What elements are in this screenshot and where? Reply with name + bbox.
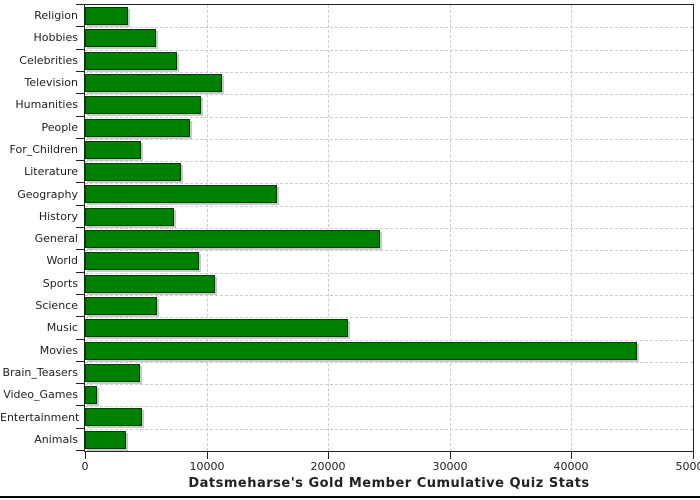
bar-animals xyxy=(85,431,126,449)
y-axis-label: For_Children xyxy=(9,143,78,156)
bar-history xyxy=(85,208,174,226)
y-axis-tick xyxy=(76,160,85,161)
y-axis-tick xyxy=(76,49,85,50)
y-axis-label: Brain_Teasers xyxy=(2,366,78,379)
y-axis-label: Animals xyxy=(34,433,78,446)
y-axis-tick xyxy=(76,71,85,72)
chart-title: Datsmeharse's Gold Member Cumulative Qui… xyxy=(188,476,590,491)
bar-science xyxy=(85,297,157,315)
bar-television xyxy=(85,74,222,92)
y-axis-label: Religion xyxy=(34,9,78,22)
horizontal-gridline xyxy=(85,72,693,73)
x-axis-tick xyxy=(571,452,572,459)
horizontal-gridline xyxy=(85,340,693,341)
horizontal-gridline xyxy=(85,406,693,407)
horizontal-gridline xyxy=(85,94,693,95)
horizontal-gridline xyxy=(85,228,693,229)
bar-religion xyxy=(85,7,128,25)
y-axis-label: World xyxy=(46,254,78,267)
horizontal-gridline xyxy=(85,295,693,296)
y-axis-tick xyxy=(76,182,85,183)
x-axis-tick-label: 50000 xyxy=(675,460,700,473)
x-axis-tick-label: 40000 xyxy=(553,460,589,473)
horizontal-gridline xyxy=(85,362,693,363)
y-axis-tick xyxy=(76,272,85,273)
x-axis-tick-label: 30000 xyxy=(432,460,468,473)
bar-celebrities xyxy=(85,52,177,70)
horizontal-gridline xyxy=(85,429,693,430)
x-axis-tick-label: 10000 xyxy=(189,460,225,473)
horizontal-gridline xyxy=(85,161,693,162)
x-axis-tick-label: 0 xyxy=(81,460,89,473)
y-axis-label: Celebrities xyxy=(19,54,78,67)
bar-people xyxy=(85,119,190,137)
bar-general xyxy=(85,230,380,248)
y-axis-tick xyxy=(76,361,85,362)
y-axis-label: History xyxy=(38,210,78,223)
x-axis-tick xyxy=(328,452,329,459)
x-axis-tick xyxy=(85,452,86,459)
y-axis-tick xyxy=(76,405,85,406)
bar-hobbies xyxy=(85,29,156,47)
x-axis-tick-label: 20000 xyxy=(310,460,346,473)
bar-sports xyxy=(85,275,215,293)
y-axis-tick xyxy=(76,205,85,206)
bar-humanities xyxy=(85,96,201,114)
horizontal-gridline xyxy=(85,384,693,385)
y-axis-label: Literature xyxy=(24,165,78,178)
y-axis-label: Sports xyxy=(42,277,78,290)
plot-inner xyxy=(85,5,693,451)
horizontal-gridline xyxy=(85,50,693,51)
y-axis-label: Music xyxy=(46,321,78,334)
bottom-border-line xyxy=(0,496,700,498)
bar-movies xyxy=(85,342,637,360)
y-axis-label: Entertainment xyxy=(0,411,80,424)
bar-literature xyxy=(85,163,181,181)
y-axis-tick xyxy=(76,383,85,384)
y-axis-tick xyxy=(76,450,85,451)
y-axis-label: Video_Games xyxy=(3,388,78,401)
y-axis-tick xyxy=(76,316,85,317)
bar-world xyxy=(85,252,199,270)
y-axis-label: People xyxy=(41,121,78,134)
y-axis-label: Hobbies xyxy=(33,31,78,44)
horizontal-gridline xyxy=(85,250,693,251)
y-axis-label: Science xyxy=(35,299,78,312)
x-axis-tick xyxy=(207,452,208,459)
bar-video_games xyxy=(85,386,97,404)
y-axis-tick xyxy=(76,227,85,228)
y-axis-tick xyxy=(76,249,85,250)
bar-geography xyxy=(85,185,277,203)
y-axis-tick xyxy=(76,116,85,117)
y-axis-tick xyxy=(76,26,85,27)
horizontal-gridline xyxy=(85,27,693,28)
bar-brain_teasers xyxy=(85,364,140,382)
y-axis-label: Humanities xyxy=(15,98,78,111)
y-axis-label: General xyxy=(34,232,78,245)
y-axis-label: Geography xyxy=(17,188,78,201)
plot-area xyxy=(84,4,694,452)
bar-for_children xyxy=(85,141,141,159)
y-axis-tick xyxy=(76,294,85,295)
horizontal-gridline xyxy=(85,139,693,140)
y-axis-tick xyxy=(76,4,85,5)
horizontal-gridline xyxy=(85,117,693,118)
y-axis-tick xyxy=(76,138,85,139)
bar-music xyxy=(85,319,348,337)
x-axis-tick xyxy=(450,452,451,459)
y-axis-label: Movies xyxy=(39,344,78,357)
horizontal-gridline xyxy=(85,273,693,274)
x-axis-tick xyxy=(693,452,694,459)
horizontal-gridline xyxy=(85,317,693,318)
bar-entertainment xyxy=(85,408,142,426)
horizontal-gridline xyxy=(85,206,693,207)
y-axis-tick xyxy=(76,93,85,94)
y-axis-tick xyxy=(76,339,85,340)
y-axis-tick xyxy=(76,428,85,429)
horizontal-gridline xyxy=(85,183,693,184)
y-axis-label: Television xyxy=(24,76,79,89)
